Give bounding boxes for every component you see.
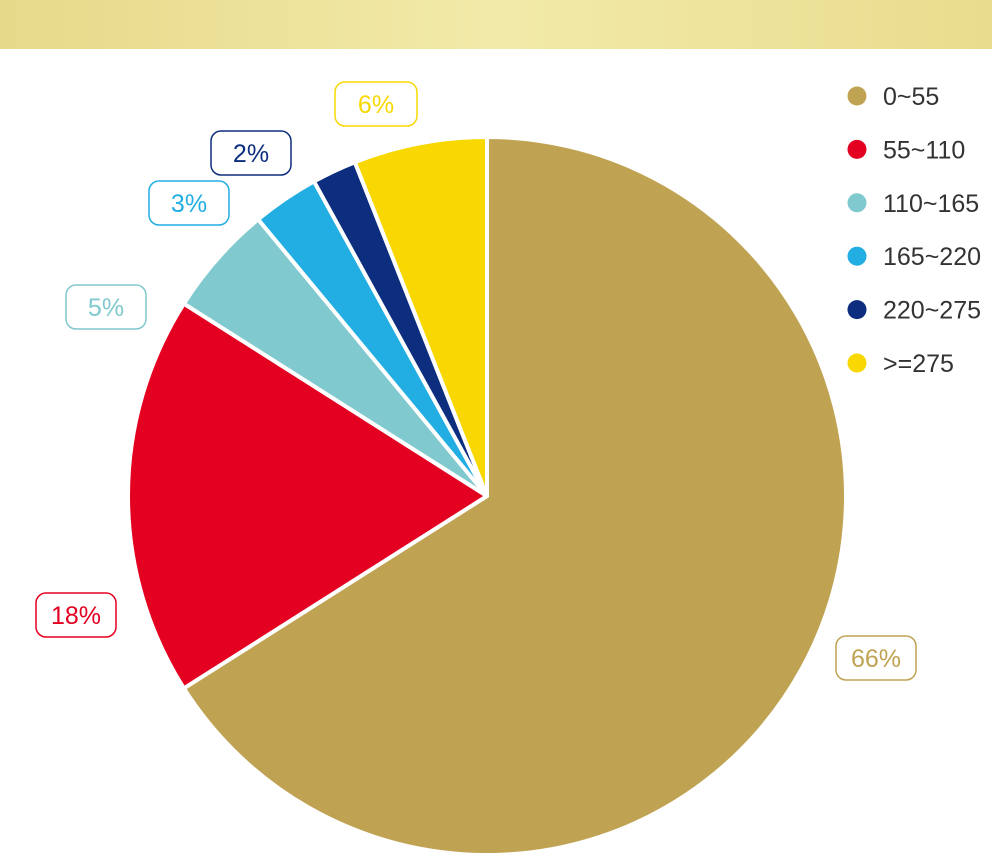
slice-label-box: [65, 284, 147, 330]
legend-item-2: 55~110: [847, 136, 965, 164]
slice-label-box: [148, 180, 230, 226]
header-band: [0, 0, 992, 49]
legend-label: 110~165: [883, 190, 979, 218]
slice-labels: 66% 18% 5% 3% 2% 6%: [35, 81, 917, 681]
pie-slice-6: [352, 135, 489, 498]
legend-swatch: [847, 193, 867, 213]
legend-item-5: 220~275: [847, 297, 981, 325]
legend-swatch: [847, 139, 867, 159]
legend-label: >=275: [883, 350, 954, 378]
slice-value-label: 3%: [171, 190, 207, 218]
legend-swatch: [847, 86, 867, 106]
legend-item-6: >=275: [847, 350, 954, 378]
slice-label-4: 3%: [148, 180, 230, 226]
slice-label-1: 66%: [835, 635, 917, 681]
legend-label: 0~55: [883, 83, 939, 111]
legend-label: 165~220: [883, 243, 981, 271]
legend: 0~55 55~110 110~165 165~220 220~275 >=275: [847, 83, 981, 378]
pie-slice-2: [126, 301, 489, 691]
slice-label-2: 18%: [35, 592, 117, 638]
pie-slice-1: [181, 135, 849, 855]
legend-swatch: [847, 246, 867, 266]
slice-label-box: [35, 592, 117, 638]
slice-value-label: 18%: [51, 602, 101, 630]
slice-label-box: [210, 130, 292, 176]
legend-label: 55~110: [883, 136, 965, 164]
slice-value-label: 66%: [851, 645, 901, 673]
slice-label-6: 6%: [334, 81, 418, 127]
legend-label: 220~275: [883, 297, 981, 325]
pie-slices: [126, 135, 849, 855]
legend-swatch: [847, 300, 867, 320]
legend-item-1: 0~55: [847, 83, 939, 111]
slice-value-label: 2%: [233, 140, 269, 168]
slice-label-5: 2%: [210, 130, 292, 176]
slice-label-box: [334, 81, 418, 127]
slice-label-box: [835, 635, 917, 681]
slice-value-label: 6%: [358, 91, 394, 119]
legend-swatch: [847, 353, 867, 373]
slice-value-label: 5%: [88, 294, 124, 322]
legend-item-4: 165~220: [847, 243, 981, 271]
slice-label-3: 5%: [65, 284, 147, 330]
legend-item-3: 110~165: [847, 190, 979, 218]
